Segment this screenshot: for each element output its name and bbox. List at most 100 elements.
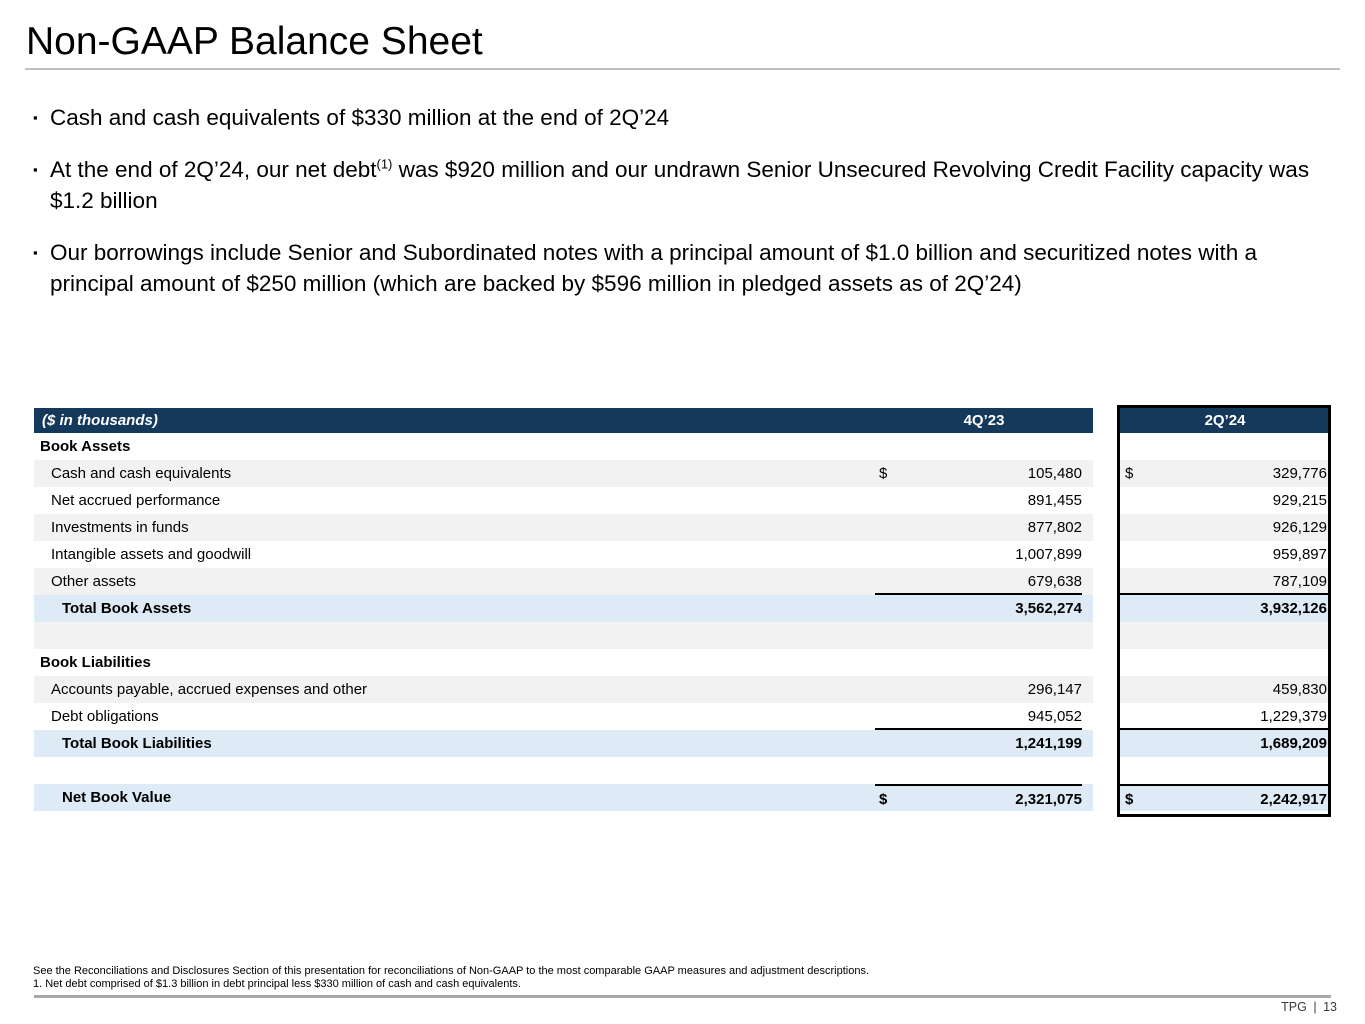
- row-label: Intangible assets and goodwill: [51, 546, 252, 563]
- value-4q23: 891,455: [1027, 492, 1082, 509]
- row-label: Other assets: [51, 573, 137, 590]
- value-4q23: 1,241,199: [1015, 735, 1082, 752]
- cell-2q24: 1,229,379: [1119, 703, 1331, 730]
- footnote-line: 1. Net debt comprised of $1.3 billion in…: [33, 977, 521, 990]
- cell-gap: [1093, 568, 1119, 595]
- table-row: [34, 757, 1331, 784]
- value-2q24: 926,129: [1272, 519, 1327, 536]
- value-2q24: 2,242,917: [1260, 791, 1327, 808]
- cell-4q23: [875, 622, 1082, 649]
- cell-gap: [1093, 595, 1119, 622]
- cell-4q23: 877,802: [875, 514, 1082, 541]
- cell-4q23: [875, 649, 1082, 676]
- table-row: Book Liabilities: [34, 649, 1331, 676]
- table-row: Total Book Assets 3,562,274 3,932,126: [34, 595, 1331, 622]
- table-unit-label: ($ in thousands): [34, 408, 875, 433]
- footer-page-label: TPG | 13: [1281, 1000, 1337, 1014]
- dollar-sign-4q23: $: [879, 465, 888, 482]
- footer-separator: |: [1313, 1000, 1317, 1014]
- dollar-sign-2q24: $: [1125, 465, 1134, 482]
- row-label: Investments in funds: [51, 519, 189, 536]
- value-4q23: 2,321,075: [1015, 791, 1082, 808]
- value-4q23: 679,638: [1027, 573, 1082, 590]
- cell-2q24: 959,897: [1119, 541, 1331, 568]
- table-row: [34, 622, 1331, 649]
- cell-gap: [1093, 622, 1119, 649]
- cell-gap: [1093, 730, 1119, 757]
- table-row: Other assets 679,638 787,109: [34, 568, 1331, 595]
- cell-pad: [1082, 433, 1093, 460]
- cell-gap: [1093, 757, 1119, 784]
- page-number: 13: [1323, 1000, 1337, 1014]
- cell-4q23: $ 105,480: [875, 460, 1082, 487]
- table-row: Debt obligations 945,052 1,229,379: [34, 703, 1331, 730]
- row-label: Net accrued performance: [51, 492, 221, 509]
- row-label: Debt obligations: [51, 708, 159, 725]
- cell-gap: [1093, 703, 1119, 730]
- cell-2q24: [1119, 433, 1331, 460]
- cell-2q24: 929,215: [1119, 487, 1331, 514]
- page-title: Non-GAAP Balance Sheet: [26, 20, 483, 63]
- cell-4q23: $ 2,321,075: [875, 784, 1082, 811]
- cell-4q23: 1,241,199: [875, 730, 1082, 757]
- bullet-text: Cash and cash equivalents of $330 millio…: [50, 105, 670, 130]
- cell-pad: [1082, 649, 1093, 676]
- value-2q24: 787,109: [1272, 573, 1327, 590]
- cell-4q23: 945,052: [875, 703, 1082, 730]
- column-gap: [1093, 408, 1119, 433]
- cell-pad: [1082, 622, 1093, 649]
- cell-gap: [1093, 541, 1119, 568]
- footer-divider: [34, 995, 1331, 998]
- value-2q24: 929,215: [1272, 492, 1327, 509]
- column-header-4q23: 4Q’23: [875, 408, 1093, 433]
- table-header-row: ($ in thousands) 4Q’23 2Q’24: [34, 408, 1331, 433]
- cell-4q23: 891,455: [875, 487, 1082, 514]
- row-label: Accounts payable, accrued expenses and o…: [51, 681, 368, 698]
- value-2q24: 959,897: [1272, 546, 1327, 563]
- cell-pad: [1082, 703, 1093, 730]
- brand-label: TPG: [1281, 1000, 1307, 1014]
- cell-pad: [1082, 784, 1093, 811]
- dollar-sign-2q24: $: [1125, 791, 1134, 808]
- cell-4q23: [875, 757, 1082, 784]
- footnotes: See the Reconciliations and Disclosures …: [33, 965, 869, 990]
- row-label: [34, 622, 875, 649]
- row-label: Total Book Liabilities: [62, 735, 212, 752]
- table-row: Total Book Liabilities 1,241,199 1,689,2…: [34, 730, 1331, 757]
- bullet-marker-icon: ▪: [33, 110, 38, 125]
- value-4q23: 3,562,274: [1015, 600, 1082, 617]
- footnote-line: See the Reconciliations and Disclosures …: [33, 965, 870, 977]
- balance-sheet-table: ($ in thousands) 4Q’23 2Q’24 Book Assets…: [34, 405, 1331, 817]
- cell-gap: [1093, 514, 1119, 541]
- bullet-text: Our borrowings include Senior and Subord…: [50, 240, 1257, 296]
- row-label: Book Assets: [40, 438, 131, 455]
- value-2q24: 329,776: [1272, 465, 1327, 482]
- cell-2q24: 1,689,209: [1119, 730, 1331, 757]
- value-4q23: 1,007,899: [1015, 546, 1082, 563]
- cell-pad: [1082, 676, 1093, 703]
- cell-2q24: 926,129: [1119, 514, 1331, 541]
- cell-4q23: 1,007,899: [875, 541, 1082, 568]
- value-2q24: 459,830: [1272, 681, 1327, 698]
- table-row: Investments in funds 877,802 926,129: [34, 514, 1331, 541]
- table-row: Accounts payable, accrued expenses and o…: [34, 676, 1331, 703]
- value-2q24: 1,229,379: [1260, 708, 1327, 725]
- cell-2q24: $ 329,776: [1119, 460, 1331, 487]
- cell-2q24: 3,932,126: [1119, 595, 1331, 622]
- cell-2q24: [1119, 649, 1331, 676]
- cell-2q24: 787,109: [1119, 568, 1331, 595]
- cell-2q24: 459,830: [1119, 676, 1331, 703]
- cell-gap: [1093, 460, 1119, 487]
- cell-pad: [1082, 541, 1093, 568]
- cell-4q23: 679,638: [875, 568, 1082, 595]
- table-row: Intangible assets and goodwill 1,007,899…: [34, 541, 1331, 568]
- title-divider: [25, 68, 1340, 70]
- cell-gap: [1093, 487, 1119, 514]
- cell-4q23: 296,147: [875, 676, 1082, 703]
- value-4q23: 296,147: [1027, 681, 1082, 698]
- cell-pad: [1082, 514, 1093, 541]
- cell-4q23: 3,562,274: [875, 595, 1082, 622]
- value-4q23: 945,052: [1027, 708, 1082, 725]
- bullet-marker-icon: ▪: [33, 245, 38, 260]
- cell-2q24: [1119, 757, 1331, 784]
